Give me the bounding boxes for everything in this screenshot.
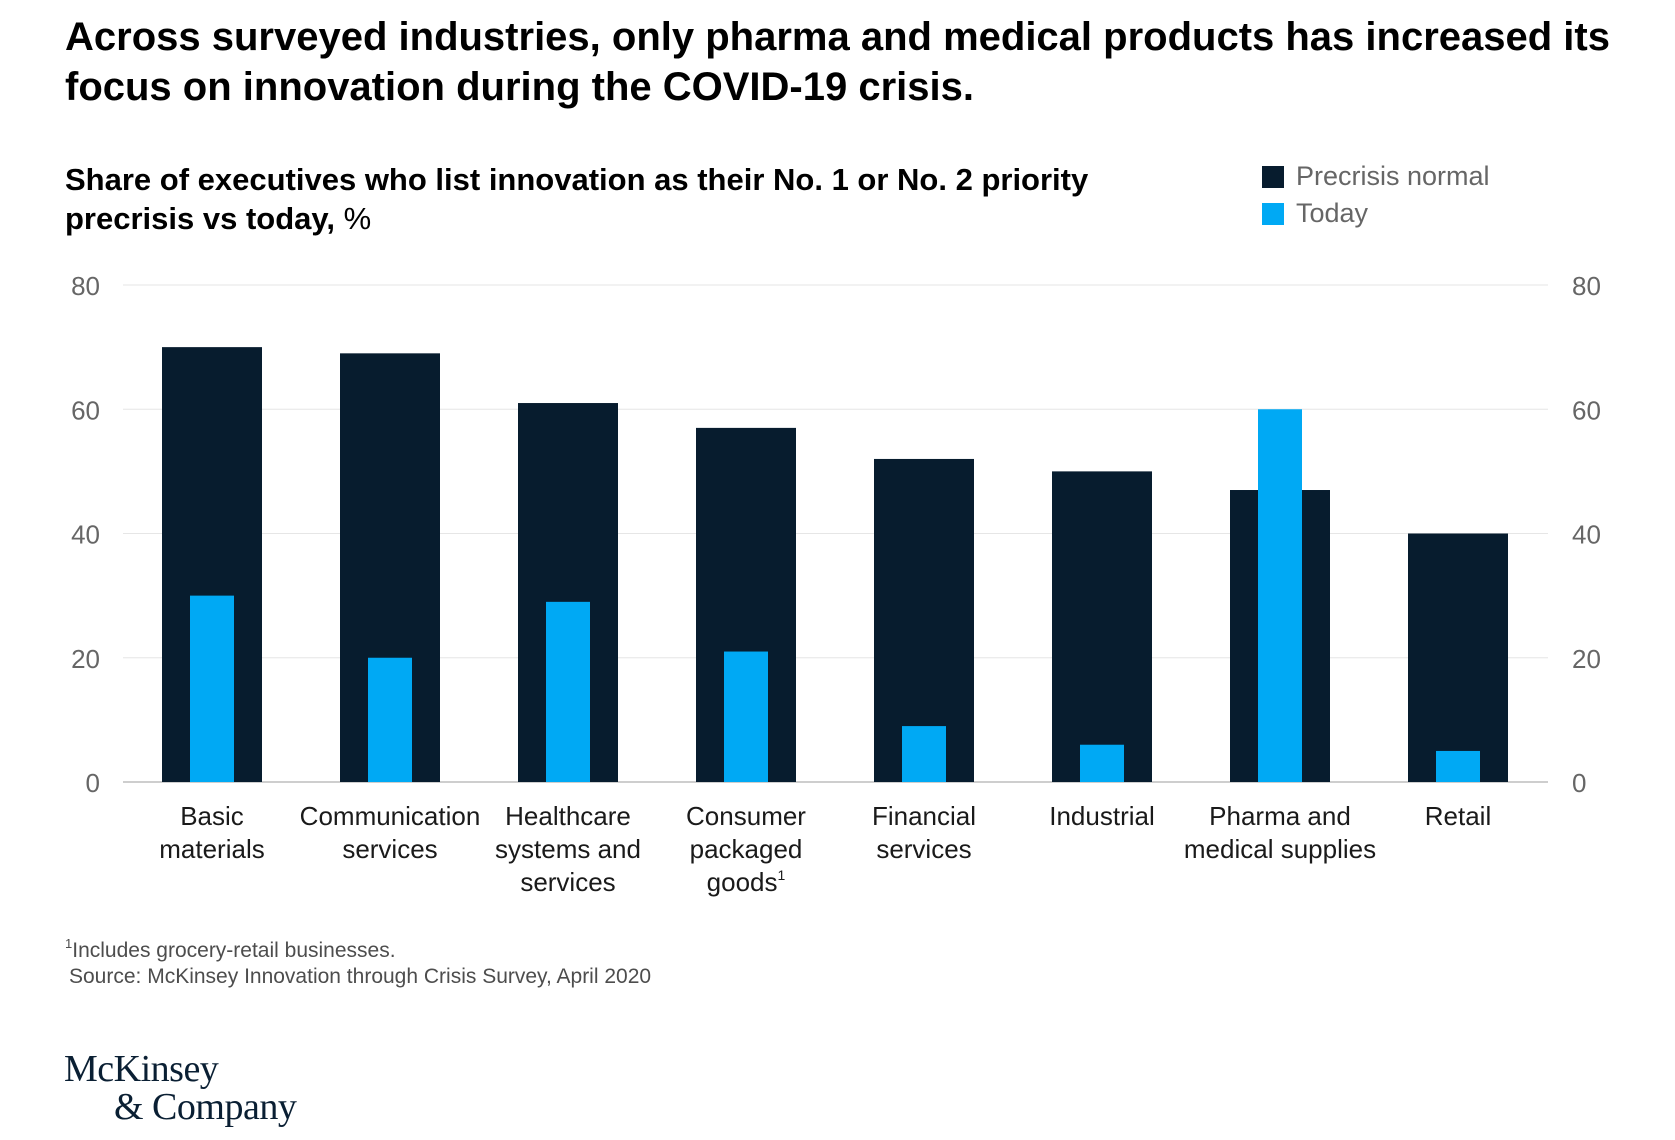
x-category-label-line: systems and bbox=[495, 834, 641, 864]
y-tick-label-left: 80 bbox=[71, 271, 100, 301]
bar-chart: 0 0 20 20 40 40 60 60 80 80 Basic materials Communic… bbox=[71, 271, 1601, 897]
y-tick-label-left: 60 bbox=[71, 395, 100, 425]
y-tick-label-right: 20 bbox=[1572, 644, 1601, 674]
x-category-label-line: Consumer bbox=[686, 801, 806, 831]
x-category-label-line: Basic bbox=[180, 801, 244, 831]
x-category-label-line: packaged bbox=[690, 834, 803, 864]
bar-precrisis bbox=[1408, 533, 1508, 782]
footnote: 1Includes grocery-retail businesses. bbox=[65, 937, 396, 964]
x-category-label: Basic materials bbox=[159, 801, 264, 864]
subtitle-text: Share of executives who list innovation … bbox=[65, 162, 1089, 236]
legend-label-precrisis: Precrisis normal bbox=[1296, 161, 1490, 191]
legend-swatch-today bbox=[1262, 202, 1284, 225]
x-category-label-line: medical supplies bbox=[1184, 834, 1376, 864]
y-tick-label-left: 20 bbox=[71, 644, 100, 674]
headline: Across surveyed industries, only pharma … bbox=[65, 15, 1610, 109]
y-tick-label-right: 80 bbox=[1572, 271, 1601, 301]
bar-today bbox=[368, 657, 412, 782]
x-category-label-line: goods bbox=[707, 867, 778, 897]
x-category-label-line: Financial bbox=[872, 801, 976, 831]
bar-today bbox=[724, 651, 768, 782]
logo-line-2: & Company bbox=[114, 1086, 297, 1128]
x-category-label: Industrial bbox=[1049, 801, 1155, 831]
legend-item-precrisis: Precrisis normal bbox=[1262, 158, 1490, 195]
y-tick-label-left: 40 bbox=[71, 520, 100, 550]
x-category-label-line: Retail bbox=[1425, 801, 1491, 831]
bar-today bbox=[546, 601, 590, 782]
x-category-label: Pharma and medical supplies bbox=[1184, 801, 1376, 864]
logo-line-1: McKinsey bbox=[64, 1048, 219, 1090]
x-category-label-line: Pharma and bbox=[1209, 801, 1351, 831]
bar-today bbox=[1258, 409, 1302, 782]
bar-today bbox=[190, 595, 234, 782]
source-note: Source: McKinsey Innovation through Cris… bbox=[69, 965, 652, 988]
x-category-footnote-marker: 1 bbox=[778, 867, 786, 883]
bar-today bbox=[1436, 750, 1480, 782]
bar-today bbox=[1080, 744, 1124, 782]
footnote-marker: 1 bbox=[65, 936, 73, 951]
footnote-text: Includes grocery-retail businesses. bbox=[72, 939, 396, 962]
x-category-label: Financial services bbox=[872, 801, 976, 864]
subtitle-unit: % bbox=[343, 201, 372, 236]
y-tick-label-right: 60 bbox=[1572, 395, 1601, 425]
x-category-label-line: services bbox=[876, 834, 971, 864]
y-tick-label-right: 40 bbox=[1572, 520, 1601, 550]
bar-today bbox=[902, 726, 946, 782]
y-tick-label-right: 0 bbox=[1572, 768, 1586, 798]
x-category-label: Consumer packaged goods1 bbox=[686, 801, 806, 897]
legend-label-today: Today bbox=[1296, 198, 1369, 228]
x-category-label-line: materials bbox=[159, 834, 264, 864]
mckinsey-logo[interactable]: McKinsey & Company bbox=[64, 1048, 297, 1128]
legend-item-today: Today bbox=[1262, 195, 1490, 232]
legend-swatch-precrisis bbox=[1262, 165, 1284, 188]
x-category-label-line: Healthcare bbox=[505, 801, 631, 831]
legend: Precrisis normal Today bbox=[1262, 158, 1490, 232]
x-category-label: Retail bbox=[1425, 801, 1491, 831]
bar-precrisis bbox=[1052, 471, 1152, 782]
x-category-label-line: services bbox=[342, 834, 437, 864]
x-category-label-line: Communication bbox=[300, 801, 481, 831]
x-category-label: Healthcare systems and services bbox=[495, 801, 641, 897]
x-category-label: Communication services bbox=[300, 801, 481, 864]
x-category-label-line: Industrial bbox=[1049, 801, 1155, 831]
x-category-label-line: services bbox=[520, 867, 615, 897]
chart-subtitle: Share of executives who list innovation … bbox=[65, 160, 1165, 238]
y-tick-label-left: 0 bbox=[86, 768, 100, 798]
